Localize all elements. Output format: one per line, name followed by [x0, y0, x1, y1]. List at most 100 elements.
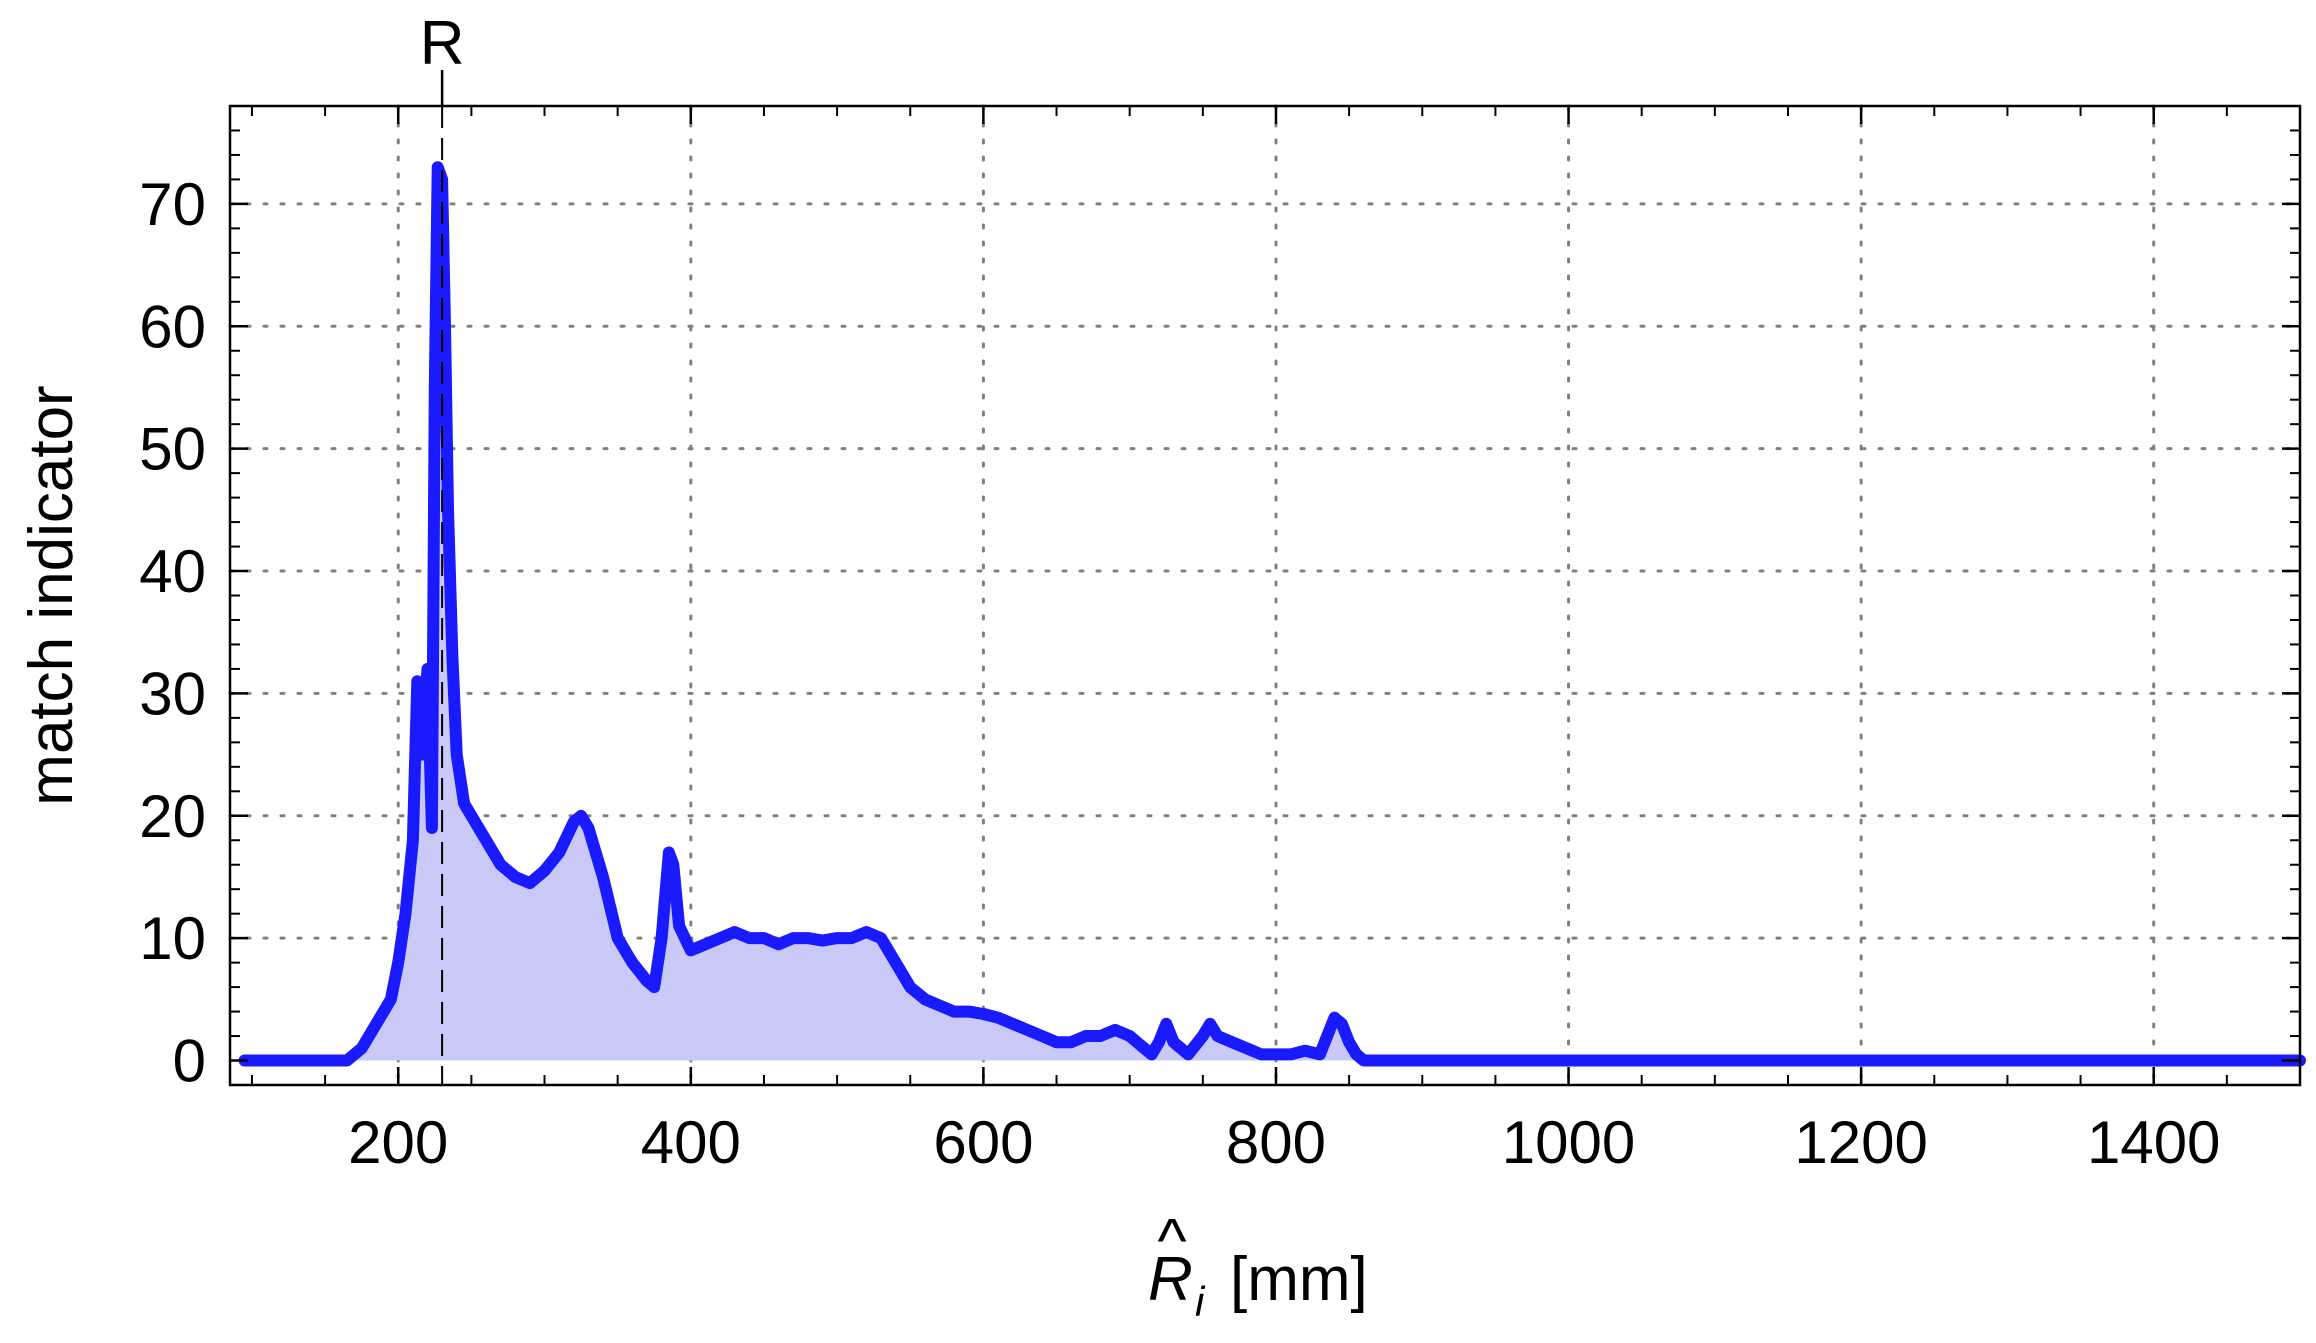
x-axis-title: R ^ i [mm] — [1148, 1207, 1368, 1325]
x-tick-label: 400 — [641, 1109, 741, 1176]
data-point — [1209, 1023, 1211, 1025]
data-point — [1026, 1029, 1028, 1031]
data-point — [1143, 1047, 1145, 1049]
data-point — [2153, 1060, 2155, 1062]
data-point — [678, 925, 680, 927]
data-point — [631, 962, 633, 964]
data-point — [514, 876, 516, 878]
x-tick-label: 200 — [348, 1109, 448, 1176]
data-point — [421, 754, 423, 756]
x-axis-title-hat: ^ — [1157, 1207, 1186, 1276]
data-point — [437, 166, 439, 168]
data-point — [1173, 1041, 1175, 1043]
data-point — [1421, 1060, 1423, 1062]
data-point — [997, 1017, 999, 1019]
data-point — [573, 821, 575, 823]
data-point — [434, 387, 436, 389]
data-point — [763, 937, 765, 939]
data-point — [653, 986, 655, 988]
series-polyline — [238, 161, 2306, 1067]
x-axis-title-subscript: i — [1195, 1278, 1206, 1325]
data-point — [451, 656, 453, 658]
x-tick-label: 600 — [933, 1109, 1033, 1176]
data-point — [544, 870, 546, 872]
y-tick-label: 70 — [139, 171, 206, 238]
data-point — [1041, 1035, 1043, 1037]
data-point — [1231, 1041, 1233, 1043]
data-point — [500, 864, 502, 866]
data-point — [1012, 1023, 1014, 1025]
y-tick-label: 0 — [173, 1028, 206, 1095]
y-axis-title: match indicator — [17, 385, 86, 805]
data-point — [485, 839, 487, 841]
data-point — [1099, 1035, 1101, 1037]
data-point — [456, 754, 458, 756]
data-point — [280, 1060, 282, 1062]
series-area — [244, 167, 2300, 1061]
data-point — [909, 986, 911, 988]
y-tick-label: 60 — [139, 293, 206, 360]
data-point — [822, 940, 824, 942]
data-point — [748, 937, 750, 939]
y-tick-label: 50 — [139, 416, 206, 483]
data-point — [1129, 1035, 1131, 1037]
data-point — [361, 1047, 363, 1049]
data-point — [1355, 1053, 1357, 1055]
data-point — [646, 980, 648, 982]
data-point — [602, 876, 604, 878]
data-point — [412, 839, 414, 841]
data-point — [1319, 1053, 1321, 1055]
series-line — [238, 161, 2306, 1067]
data-point — [1568, 1060, 1570, 1062]
data-point — [880, 937, 882, 939]
minor-ticks — [230, 106, 2301, 1085]
data-point — [1202, 1035, 1204, 1037]
data-point — [397, 962, 399, 964]
data-point — [895, 962, 897, 964]
data-point — [807, 937, 809, 939]
data-point — [1217, 1035, 1219, 1037]
data-point — [1348, 1041, 1350, 1043]
data-point — [968, 1011, 970, 1013]
data-point — [1290, 1053, 1292, 1055]
data-point — [529, 882, 531, 884]
data-point — [668, 852, 670, 854]
y-tick-label: 10 — [139, 905, 206, 972]
data-point — [405, 913, 407, 915]
x-tick-label: 1400 — [2087, 1109, 2220, 1176]
y-tick-label: 40 — [139, 538, 206, 605]
data-point — [1085, 1035, 1087, 1037]
data-point — [447, 509, 449, 511]
x-tick-label: 800 — [1226, 1109, 1326, 1176]
data-point — [1304, 1050, 1306, 1052]
data-point — [427, 668, 429, 670]
data-point — [470, 815, 472, 817]
y-tick-labels: 0 10 20 30 40 50 60 70 — [139, 171, 206, 1095]
x-axis-title-symbol: R — [1148, 1245, 1193, 1314]
data-point — [431, 827, 433, 829]
data-point — [375, 1023, 377, 1025]
data-point — [1860, 1060, 1862, 1062]
data-point — [939, 1005, 941, 1007]
data-point — [1363, 1060, 1365, 1062]
data-point — [1326, 1035, 1328, 1037]
data-point — [346, 1060, 348, 1062]
data-point — [1341, 1023, 1343, 1025]
data-point — [558, 852, 560, 854]
data-point — [1158, 1041, 1160, 1043]
data-point — [661, 937, 663, 939]
data-point — [1165, 1023, 1167, 1025]
data-point — [690, 949, 692, 951]
marker-label: R — [420, 9, 465, 78]
data-point — [444, 325, 446, 327]
data-point — [778, 943, 780, 945]
data-point — [463, 803, 465, 805]
data-point — [953, 1011, 955, 1013]
data-point — [1151, 1053, 1153, 1055]
data-point — [851, 937, 853, 939]
data-point — [580, 815, 582, 817]
data-point — [1246, 1047, 1248, 1049]
x-tick-label: 1000 — [1502, 1109, 1635, 1176]
